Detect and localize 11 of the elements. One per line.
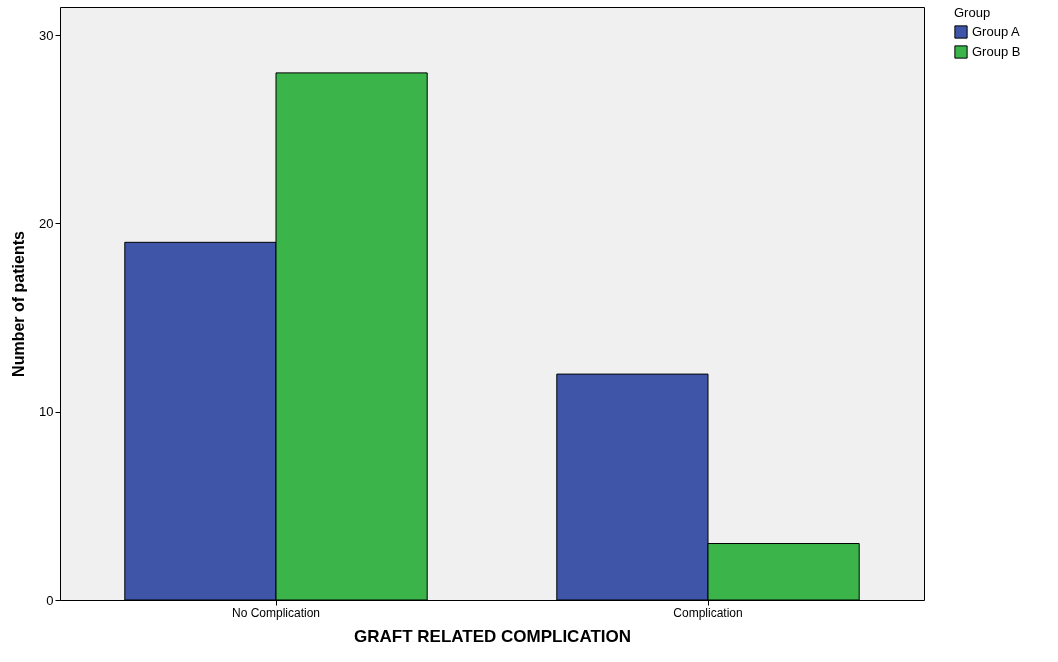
legend-title: Group [954,5,991,20]
y-axis-title: Number of patients [10,231,28,377]
x-tick-label: No Complication [231,605,321,620]
y-tick-label: 30 [39,27,54,43]
legend-label: Group B [972,44,1021,59]
y-tick-label: 20 [39,215,54,231]
y-tick-label: 10 [39,404,54,420]
x-axis-title: GRAFT RELATED COMPLICATION [353,626,632,646]
x-tick-label: Complication [673,605,743,620]
legend-label: Group A [972,24,1021,39]
y-tick-label: 0 [46,592,54,608]
